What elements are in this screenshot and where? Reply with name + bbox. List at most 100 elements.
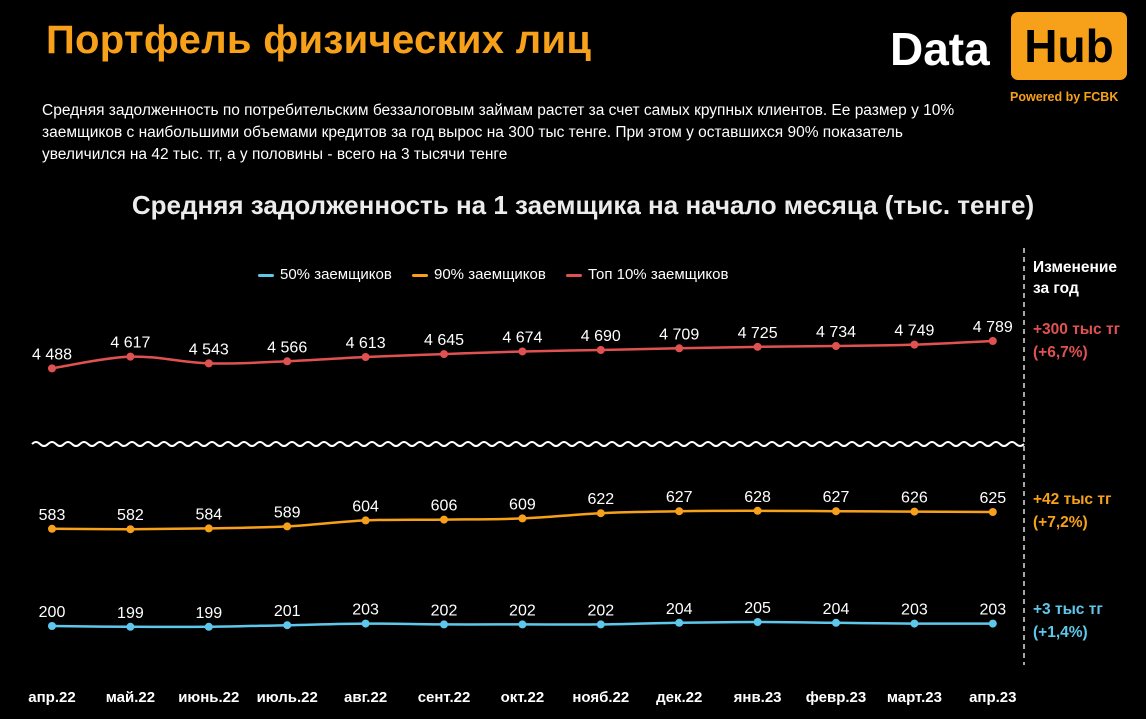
series-layer: 200 199 199 201 203 202 202 202 204 205 204 203 203 5… [32, 319, 1013, 631]
data-label-top10: 4 566 [267, 339, 307, 356]
data-label-p90: 626 [901, 490, 928, 507]
data-label-p50: 203 [979, 602, 1006, 619]
change-p50-pct: (+1,4%) [1033, 624, 1088, 641]
data-point-p50 [361, 619, 370, 628]
x-tick-label: янв.23 [734, 689, 782, 706]
chart-legend: 50% заемщиков 90% заемщиков Топ 10% заем… [258, 266, 744, 283]
data-label-p50: 199 [117, 605, 144, 622]
data-point-p90 [832, 507, 840, 516]
data-label-p50: 202 [587, 602, 614, 619]
x-tick-label: нояб.22 [572, 689, 629, 706]
data-point-p90 [204, 524, 213, 533]
x-tick-label: июнь.22 [178, 689, 239, 706]
data-point-p50 [596, 620, 605, 629]
data-label-top10: 4 734 [816, 324, 856, 341]
data-label-p90: 625 [979, 490, 1006, 507]
data-label-p50: 204 [823, 601, 850, 618]
data-point-top10 [48, 364, 56, 373]
legend-label-top10: Топ 10% заемщиков [588, 266, 729, 283]
change-top10-abs: +300 тыс тг [1033, 321, 1121, 338]
data-label-p90: 627 [666, 489, 693, 506]
legend-item-top10: Топ 10% заемщиков [566, 266, 728, 283]
data-point-top10 [675, 344, 684, 353]
change-top10: +300 тыс тг (+6,7%) [1033, 318, 1145, 364]
logo-data-text: Data [890, 23, 990, 75]
data-label-p50: 200 [39, 604, 66, 621]
datahub-logo: Data Hub Powered by FCBK [888, 12, 1128, 107]
data-point-p90 [126, 525, 135, 534]
data-point-p90 [988, 508, 997, 516]
data-label-top10: 4 488 [32, 346, 72, 363]
data-label-p90: 627 [823, 489, 850, 506]
data-point-p90 [283, 522, 292, 531]
logo-powered-by: Powered by FCBK [1010, 90, 1119, 104]
legend-label-p50: 50% заемщиков [280, 266, 392, 283]
x-tick-label: апр.23 [969, 689, 1016, 706]
data-label-p50: 199 [195, 605, 222, 622]
data-label-top10: 4 617 [110, 335, 150, 352]
data-label-top10: 4 543 [189, 341, 229, 358]
x-tick-label: дек.22 [656, 689, 702, 706]
logo-hub-badge: Hub [1011, 12, 1127, 80]
page-title: Портфель физических лиц [46, 18, 592, 62]
data-point-p90 [518, 514, 527, 523]
data-point-p50 [988, 619, 997, 628]
legend-swatch-top10 [566, 273, 582, 277]
data-point-top10 [283, 357, 292, 366]
data-point-top10 [988, 337, 997, 345]
data-point-p90 [48, 524, 56, 533]
data-point-top10 [596, 346, 605, 354]
x-tick-label: сент.22 [418, 689, 471, 706]
data-label-p90: 589 [274, 504, 301, 521]
data-label-p90: 584 [195, 506, 222, 523]
data-label-top10: 4 674 [502, 329, 542, 346]
legend-item-p50: 50% заемщиков [258, 266, 392, 283]
data-point-top10 [204, 359, 213, 368]
data-point-p50 [910, 619, 919, 628]
chart-title: Средняя задолженность на 1 заемщика на н… [131, 190, 1035, 220]
data-point-p50 [832, 618, 840, 627]
data-label-top10: 4 725 [738, 325, 778, 342]
data-label-p90: 609 [509, 496, 536, 513]
data-point-top10 [910, 340, 919, 349]
legend-label-p90: 90% заемщиков [434, 266, 546, 283]
legend-item-p90: 90% заемщиков [412, 266, 546, 283]
data-point-p90 [753, 506, 762, 515]
change-p50: +3 тыс тг (+1,4%) [1033, 598, 1145, 644]
data-label-p90: 583 [39, 507, 66, 524]
data-label-top10: 4 789 [973, 319, 1013, 336]
change-p50-abs: +3 тыс тг [1033, 601, 1103, 618]
data-point-top10 [753, 342, 762, 351]
change-top10-pct: (+6,7%) [1033, 344, 1088, 361]
data-point-p90 [910, 507, 919, 516]
x-tick-label: март.23 [887, 689, 942, 706]
data-label-p50: 203 [901, 602, 928, 619]
data-label-p90: 604 [352, 498, 379, 515]
data-point-top10 [440, 350, 448, 359]
change-p90-abs: +42 тыс тг [1033, 491, 1112, 508]
data-point-p50 [283, 621, 292, 630]
change-header-line2: за год [1033, 280, 1079, 297]
data-label-p50: 205 [744, 600, 771, 617]
x-axis: апр.22 май.22 июнь.22 июль.22 авг.22 сент.22 о… [28, 689, 1016, 706]
data-label-p90: 622 [587, 491, 614, 508]
data-point-p50 [518, 620, 527, 629]
x-tick-label: июль.22 [257, 689, 318, 706]
legend-swatch-p90 [412, 273, 428, 277]
x-tick-label: авг.22 [344, 689, 387, 706]
data-label-p90: 582 [117, 507, 144, 524]
data-point-top10 [361, 353, 370, 361]
data-point-p90 [596, 509, 605, 518]
data-label-p90: 628 [744, 489, 771, 506]
data-point-p90 [361, 516, 370, 525]
data-point-p90 [675, 507, 684, 516]
data-label-p50: 203 [352, 602, 379, 619]
data-label-p90: 606 [431, 498, 458, 515]
data-point-p90 [440, 515, 448, 524]
data-point-p50 [126, 622, 135, 631]
x-tick-label: февр.23 [806, 689, 867, 706]
x-tick-label: окт.22 [501, 689, 545, 706]
axis-break-wave [31, 441, 1025, 447]
data-point-top10 [126, 352, 135, 361]
